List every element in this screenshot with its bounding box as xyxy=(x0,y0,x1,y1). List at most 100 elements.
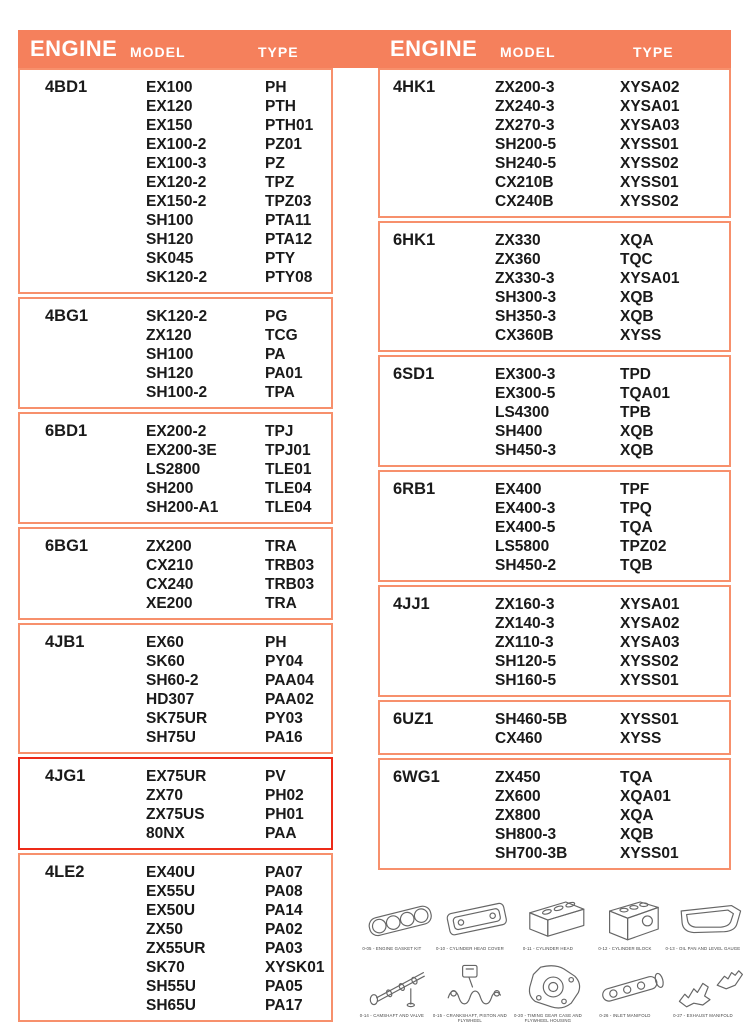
model-value: SH300-3 xyxy=(495,289,557,306)
model-type-row: SH800-3 XQB xyxy=(495,825,729,844)
engine-section-box[interactable]: 6BG1 ZX200 TRA CX210 TRB03 CX240 TRB03 XE200 TR… xyxy=(18,527,333,620)
engine-section-box[interactable]: 4LE2 EX40U PA07 EX55U PA08 EX50U PA14 ZX50 PA02… xyxy=(18,853,333,1022)
type-value: XQB xyxy=(620,423,654,440)
type-value: TPF xyxy=(620,481,650,498)
model-value: ZX450 xyxy=(495,769,541,786)
model-type-row: SH460-5B XYSS01 xyxy=(495,710,729,729)
model-type-rows: ZX200-3 XYSA02 ZX240-3 XYSA01 ZX270-3 XYSA03 S… xyxy=(495,78,729,211)
type-value: TPZ xyxy=(265,174,295,191)
type-value: XQA xyxy=(620,807,654,824)
model-value: CX210B xyxy=(495,174,554,191)
engine-section-box[interactable]: 4HK1 ZX200-3 XYSA02 ZX240-3 XYSA01 ZX270-3 XY… xyxy=(378,68,731,218)
model-type-row: SH100 PTA11 xyxy=(146,211,331,230)
part-crankshaft-piston[interactable]: 0-15 - CRANKSHAFT, PISTON AND FLYWHEEL xyxy=(433,960,516,1028)
engine-section-box[interactable]: 4JJ1 ZX160-3 XYSA01 ZX140-3 XYSA02 ZX110-3 XY… xyxy=(378,585,731,697)
model-type-rows: ZX160-3 XYSA01 ZX140-3 XYSA02 ZX110-3 XYSA03 S… xyxy=(495,595,729,690)
engine-section-box[interactable]: 4BD1 EX100 PH EX120 PTH EX150 PTH01 EX100-2 PZ0… xyxy=(18,68,333,294)
type-value: PA17 xyxy=(265,997,303,1014)
part-engine-gasket-kit[interactable]: 0-05 - ENGINE GASKET KIT xyxy=(362,893,438,954)
model-type-row: CX210 TRB03 xyxy=(146,556,331,575)
model-type-row: CX360B XYSS xyxy=(495,326,729,345)
type-value: PH02 xyxy=(265,787,304,804)
engine-section-box[interactable]: 6UZ1 SH460-5B XYSS01 CX460 XYSS xyxy=(378,700,731,755)
type-column-header: TYPE xyxy=(633,44,674,60)
type-value: TPA xyxy=(265,384,295,401)
cylinder-head-cover-icon xyxy=(447,902,508,936)
model-value: EX100 xyxy=(146,79,193,96)
part-oil-pan[interactable]: 0-13 - OIL PAN AND LEVEL GAUGE xyxy=(665,893,748,954)
part-cylinder-block[interactable]: 0-12 - CYLINDER BLOCK xyxy=(595,893,671,954)
model-type-row: ZX330 XQA xyxy=(495,231,729,250)
model-value: ZX800 xyxy=(495,807,541,824)
type-value: PA07 xyxy=(265,864,303,881)
part-inlet-manifold[interactable]: 0-26 - INLET MANIFOLD xyxy=(595,960,671,1028)
engine-name: 4BD1 xyxy=(45,78,88,96)
part-exhaust-manifold[interactable]: 0-27 - EXHAUST MANIFOLD xyxy=(672,960,748,1028)
type-value: TPB xyxy=(620,404,651,421)
engine-name: 4JB1 xyxy=(45,633,85,651)
model-value: EX120-2 xyxy=(146,174,207,191)
model-type-row: EX300-3 TPD xyxy=(495,365,729,384)
model-value: SH200-A1 xyxy=(146,499,219,516)
part-cylinder-head-cover[interactable]: 0-10 - CYLINDER HEAD COVER xyxy=(436,893,516,954)
right-header-group: ENGINE MODEL TYPE xyxy=(378,30,731,68)
model-type-row: LS4300 TPB xyxy=(495,403,729,422)
part-caption: 0-13 - OIL PAN AND LEVEL GAUGE xyxy=(665,947,741,952)
model-value: SH400 xyxy=(495,423,543,440)
engine-name: 6HK1 xyxy=(393,231,436,249)
type-value: PA08 xyxy=(265,883,303,900)
type-value: XYSS01 xyxy=(620,845,679,862)
part-timing-gear-case[interactable]: 0-20 - TIMING GEAR CASE AND FLYWHEEL HOU… xyxy=(513,960,593,1028)
model-value: SH100 xyxy=(146,346,194,363)
engine-section-box[interactable]: 6WG1 ZX450 TQA ZX600 XQA01 ZX800 XQA SH800-3 XQ… xyxy=(378,758,731,870)
model-type-row: ZX160-3 XYSA01 xyxy=(495,595,729,614)
model-value: CX460 xyxy=(495,730,543,747)
type-value: TLE04 xyxy=(265,480,312,497)
engine-section-box[interactable]: 4BG1 SK120-2 PG ZX120 TCG SH100 PA SH120 PA01 SH… xyxy=(18,297,333,409)
left-table-column: 4BD1 EX100 PH EX120 PTH EX150 PTH01 EX100-2 PZ0… xyxy=(18,68,333,1025)
model-type-row: EX55U PA08 xyxy=(146,882,331,901)
model-value: ZX270-3 xyxy=(495,117,555,134)
type-value: XQA xyxy=(620,232,654,249)
part-cylinder-head[interactable]: 0-11 - CYLINDER HEAD xyxy=(517,893,593,954)
type-value: XYSS02 xyxy=(620,653,679,670)
model-type-row: SH65U PA17 xyxy=(146,996,331,1015)
type-value: XYSK01 xyxy=(265,959,325,976)
type-value: PA14 xyxy=(265,902,303,919)
engine-section-box[interactable]: 4JB1 EX60 PH SK60 PY04 SH60-2 PAA04 HD307 PAA02… xyxy=(18,623,333,754)
type-value: PY04 xyxy=(265,653,303,670)
model-value: ZX200-3 xyxy=(495,79,555,96)
engine-section-box[interactable]: 6BD1 EX200-2 TPJ EX200-3E TPJ01 LS2800 TLE01 S… xyxy=(18,412,333,524)
model-type-row: ZX110-3 XYSA03 xyxy=(495,633,729,652)
model-type-row: EX120-2 TPZ xyxy=(146,173,331,192)
model-type-row: ZX450 TQA xyxy=(495,768,729,787)
model-type-row: SH700-3B XYSS01 xyxy=(495,844,729,863)
model-value: SH120-5 xyxy=(495,653,557,670)
model-type-row: SH300-3 XQB xyxy=(495,288,729,307)
engine-section-box[interactable]: 4JG1 EX75UR PV ZX70 PH02 ZX75US PH01 80NX PAA xyxy=(18,757,333,850)
model-type-row: EX400-5 TQA xyxy=(495,518,729,537)
type-value: XQB xyxy=(620,308,654,325)
model-value: SH350-3 xyxy=(495,308,557,325)
model-type-row: SH120 PA01 xyxy=(146,364,331,383)
type-value: XYSA01 xyxy=(620,270,680,287)
engine-section-box[interactable]: 6HK1 ZX330 XQA ZX360 TQC ZX330-3 XYSA01 SH300-… xyxy=(378,221,731,352)
part-camshaft-and-valve[interactable]: 0-14 - CAMSHAFT AND VALVE xyxy=(360,960,438,1028)
type-value: TRB03 xyxy=(265,576,315,593)
type-value: PA01 xyxy=(265,365,303,382)
engine-column-header: ENGINE xyxy=(390,36,478,61)
engine-name: 4BG1 xyxy=(45,307,89,325)
model-value: ZX160-3 xyxy=(495,596,555,613)
engine-section-box[interactable]: 6SD1 EX300-3 TPD EX300-5 TQA01 LS4300 TPB SH40… xyxy=(378,355,731,467)
right-table-column: 4HK1 ZX200-3 XYSA02 ZX240-3 XYSA01 ZX270-3 XY… xyxy=(378,68,731,873)
model-value: 80NX xyxy=(146,825,185,842)
model-value: SH800-3 xyxy=(495,826,557,843)
type-value: TRB03 xyxy=(265,557,315,574)
model-value: EX300-3 xyxy=(495,366,556,383)
type-value: PV xyxy=(265,768,286,785)
model-type-row: ZX200-3 XYSA02 xyxy=(495,78,729,97)
engine-section-box[interactable]: 6RB1 EX400 TPF EX400-3 TPQ EX400-5 TQA LS5800 T… xyxy=(378,470,731,582)
model-type-rows: SH460-5B XYSS01 CX460 XYSS xyxy=(495,710,729,748)
model-value: EX55U xyxy=(146,883,196,900)
model-type-row: XE200 TRA xyxy=(146,594,331,613)
